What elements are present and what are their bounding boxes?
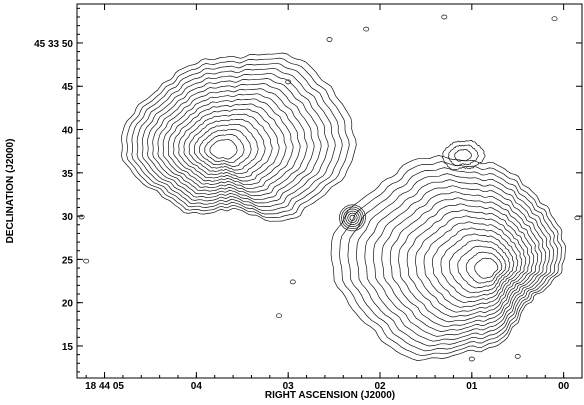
contour-line — [447, 144, 479, 167]
core-contour — [349, 214, 356, 221]
noise-contour — [285, 79, 292, 85]
y-tick-label: 40 — [62, 126, 74, 137]
noise-contour — [551, 16, 558, 22]
y-tick-label: 15 — [62, 342, 74, 353]
contour-line — [121, 52, 357, 222]
y-axis-title: DECLINATION (J2000) — [5, 139, 16, 244]
contour-line — [440, 233, 515, 299]
core-contour — [345, 210, 360, 225]
core-contour — [341, 206, 364, 230]
contour-lines — [121, 52, 567, 361]
noise-contour — [363, 26, 370, 32]
contour-line — [131, 62, 343, 215]
contour-line — [157, 88, 308, 197]
contour-line — [423, 221, 523, 308]
contour-line — [152, 83, 315, 200]
x-tick-label: 01 — [466, 381, 478, 392]
contour-line — [356, 173, 555, 347]
contour-line — [147, 78, 322, 204]
contour-line — [193, 123, 259, 171]
contour-line — [457, 245, 507, 289]
contour-line — [183, 113, 273, 178]
contour-line — [204, 134, 245, 164]
contour-line — [406, 209, 531, 318]
noise-contour — [289, 279, 296, 285]
contour-line — [474, 257, 499, 279]
noise-contour — [441, 14, 448, 20]
contour-line — [432, 227, 519, 303]
contour-line — [178, 108, 280, 182]
core-contour — [338, 204, 366, 232]
x-tick-label: 03 — [283, 381, 295, 392]
contour-line — [209, 139, 238, 160]
noise-contour — [83, 258, 90, 264]
plot-frame — [76, 3, 583, 379]
y-tick-label: 30 — [62, 212, 74, 223]
x-axis-title: RIGHT ASCENSION (J2000) — [265, 390, 395, 401]
y-tick-label: 25 — [62, 255, 74, 266]
contour-line — [136, 67, 336, 211]
noise-contour — [514, 354, 521, 359]
contour-line — [454, 149, 472, 162]
contour-line — [372, 185, 547, 337]
noise-contour — [78, 214, 85, 220]
x-axis: 18 44 05 04 03 02 01 00 — [85, 4, 570, 392]
contour-line — [162, 93, 301, 193]
y-axis: 45 33 50 45 40 35 30 25 20 15 — [34, 7, 582, 373]
x-tick-label: 02 — [374, 381, 386, 392]
noise-contour — [276, 313, 282, 319]
contour-line — [381, 191, 543, 332]
contour-line — [347, 167, 559, 352]
y-tick-label: 20 — [62, 299, 74, 310]
x-tick-label: 18 44 05 — [85, 381, 124, 392]
contour-line — [441, 140, 486, 171]
contour-line — [330, 155, 567, 361]
contour-line — [364, 179, 551, 342]
contour-line — [339, 161, 563, 357]
contour-line — [448, 239, 511, 294]
contour-line — [398, 203, 535, 323]
contour-line — [465, 251, 503, 284]
contour-line — [167, 98, 294, 189]
noise-contour — [468, 356, 475, 362]
core-contour — [347, 212, 358, 223]
contour-line — [188, 118, 266, 175]
x-tick-label: 00 — [558, 381, 570, 392]
contour-line — [415, 215, 527, 313]
contour-line — [389, 197, 539, 328]
contour-line — [126, 57, 350, 219]
y-tick-label: 45 33 50 — [34, 39, 73, 50]
contour-line — [141, 72, 329, 208]
contour-line — [173, 103, 287, 186]
noise-contour — [326, 37, 333, 42]
core-contour — [343, 208, 362, 228]
y-tick-label: 35 — [62, 169, 74, 180]
noise-contours — [78, 14, 581, 362]
x-tick-label: 04 — [191, 381, 203, 392]
y-tick-label: 45 — [62, 82, 74, 93]
contour-line — [199, 128, 252, 167]
